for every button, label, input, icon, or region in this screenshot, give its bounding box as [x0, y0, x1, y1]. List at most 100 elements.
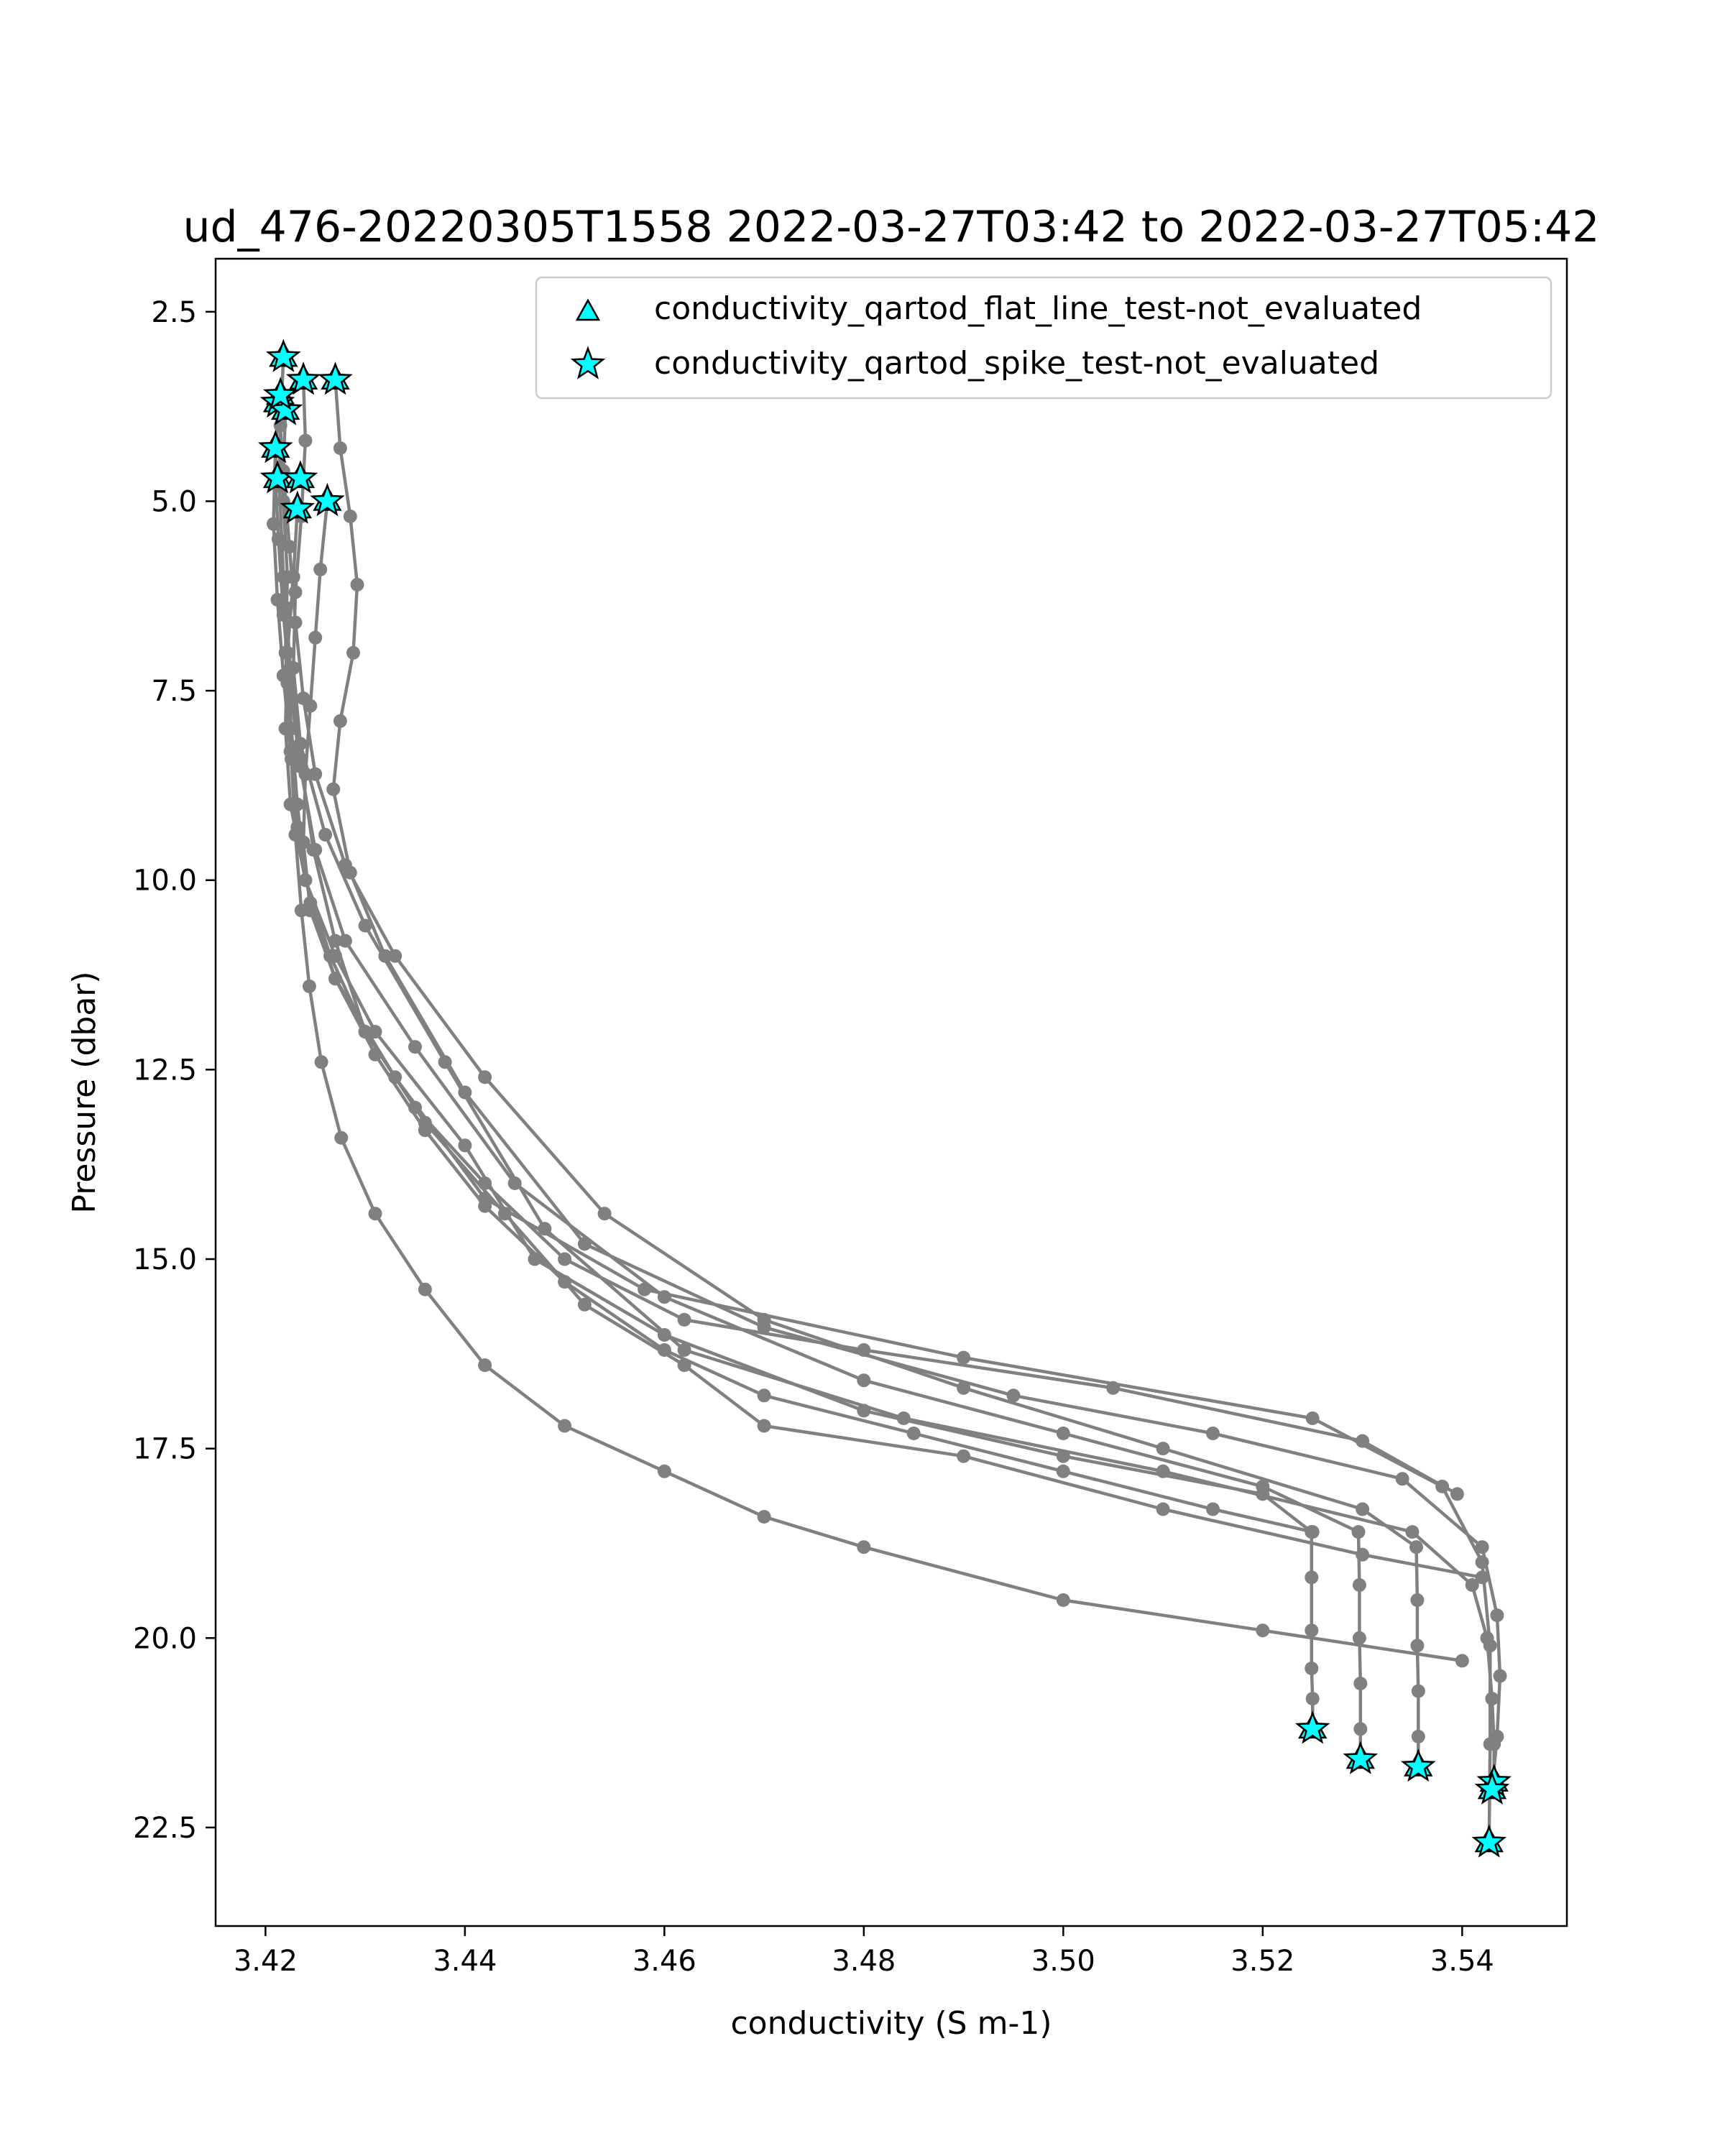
data-point — [1395, 1472, 1409, 1486]
data-point — [314, 1055, 328, 1069]
data-point — [757, 1510, 771, 1524]
data-point — [1006, 1388, 1021, 1403]
spike-flag-marker — [310, 482, 345, 517]
data-point — [1056, 1464, 1070, 1478]
data-point — [334, 1130, 349, 1145]
data-point — [1305, 1525, 1320, 1539]
legend-label-spike: conductivity_qartod_spike_test-not_evalu… — [654, 345, 1379, 382]
data-point — [857, 1343, 871, 1357]
y-tick-label: 20.0 — [133, 1622, 197, 1655]
spike-flag-marker — [280, 490, 316, 524]
data-point — [288, 828, 303, 842]
spike-flag-marker — [265, 338, 301, 372]
data-point — [1455, 1654, 1469, 1668]
data-point — [343, 510, 357, 523]
spike-flag-marker — [285, 361, 321, 395]
data-point — [1483, 1639, 1497, 1653]
data-point — [478, 1199, 492, 1213]
data-point — [1356, 1502, 1370, 1516]
data-point — [1156, 1464, 1170, 1478]
data-point — [1353, 1722, 1368, 1736]
data-point — [368, 1025, 382, 1039]
y-tick-label: 12.5 — [133, 1054, 197, 1087]
data-point — [677, 1343, 691, 1357]
data-point — [1206, 1427, 1220, 1440]
data-point — [757, 1388, 771, 1403]
y-tick-label: 7.5 — [151, 675, 197, 708]
y-tick-label: 5.0 — [151, 485, 197, 518]
y-tick-label: 22.5 — [133, 1812, 197, 1845]
data-point — [957, 1381, 971, 1395]
data-point — [313, 562, 328, 576]
data-point — [497, 1207, 512, 1221]
data-point — [303, 699, 318, 713]
data-point — [1256, 1479, 1270, 1493]
data-point — [306, 843, 321, 857]
data-point — [1490, 1608, 1504, 1623]
data-point — [346, 645, 360, 660]
data-point — [284, 752, 298, 766]
data-point — [1411, 1684, 1425, 1698]
x-axis: 3.42 3.44 3.46 3.48 3.50 3.52 3.54 — [234, 1926, 1494, 1978]
spike-flag-marker — [257, 430, 293, 464]
data-point — [286, 570, 300, 584]
data-point — [1450, 1487, 1464, 1501]
data-point — [276, 570, 290, 584]
data-point — [328, 934, 342, 948]
legend: conductivity_qartod_flat_line_test-not_e… — [535, 276, 1552, 400]
data-point — [298, 873, 313, 888]
y-tick-label: 2.5 — [151, 296, 197, 329]
data-point — [458, 1138, 472, 1153]
data-point — [478, 1070, 492, 1084]
spike-flag-marker — [262, 377, 298, 410]
data-point — [1305, 1570, 1319, 1585]
legend-star-marker — [570, 346, 606, 379]
data-point — [558, 1419, 572, 1433]
y-tick-label: 15.0 — [133, 1243, 197, 1276]
data-point — [282, 540, 297, 554]
data-point — [638, 1282, 652, 1296]
data-point — [1356, 1547, 1370, 1562]
x-tick-label: 3.42 — [234, 1945, 298, 1978]
profile-line-7 — [272, 448, 1313, 1534]
data-point — [1352, 1631, 1366, 1645]
spike-flag-marker — [1474, 1771, 1510, 1805]
profile-line-3 — [282, 410, 1420, 1767]
data-point — [757, 1419, 771, 1433]
data-point — [577, 1297, 592, 1312]
data-point — [323, 949, 338, 963]
data-point — [1405, 1525, 1420, 1539]
data-point — [294, 903, 308, 918]
x-tick-label: 3.54 — [1430, 1945, 1494, 1978]
data-point — [326, 782, 341, 796]
data-point — [358, 918, 372, 933]
data-point — [1410, 1593, 1425, 1607]
data-point — [388, 949, 402, 963]
data-point — [278, 600, 293, 614]
data-point — [1483, 1737, 1497, 1751]
spike-flag-marker — [1294, 1710, 1330, 1744]
data-point — [677, 1358, 691, 1373]
data-point — [308, 630, 323, 645]
data-point — [378, 949, 392, 963]
data-point — [558, 1252, 572, 1266]
data-point — [333, 441, 347, 456]
data-point — [906, 1427, 921, 1440]
data-point — [1353, 1677, 1368, 1690]
data-point — [577, 1237, 592, 1251]
legend-box — [535, 276, 1552, 400]
data-point — [1493, 1669, 1507, 1683]
data-point — [343, 865, 357, 880]
data-point — [1305, 1662, 1319, 1675]
data-point — [597, 1207, 612, 1221]
data-point — [408, 1040, 422, 1054]
data-point — [1256, 1623, 1270, 1638]
axes-frame — [214, 257, 1568, 1927]
data-point — [418, 1282, 432, 1296]
data-point — [418, 1115, 432, 1130]
data-point — [458, 1085, 472, 1100]
data-point — [302, 979, 316, 993]
data-point — [1305, 1411, 1320, 1425]
data-point — [1106, 1381, 1121, 1395]
